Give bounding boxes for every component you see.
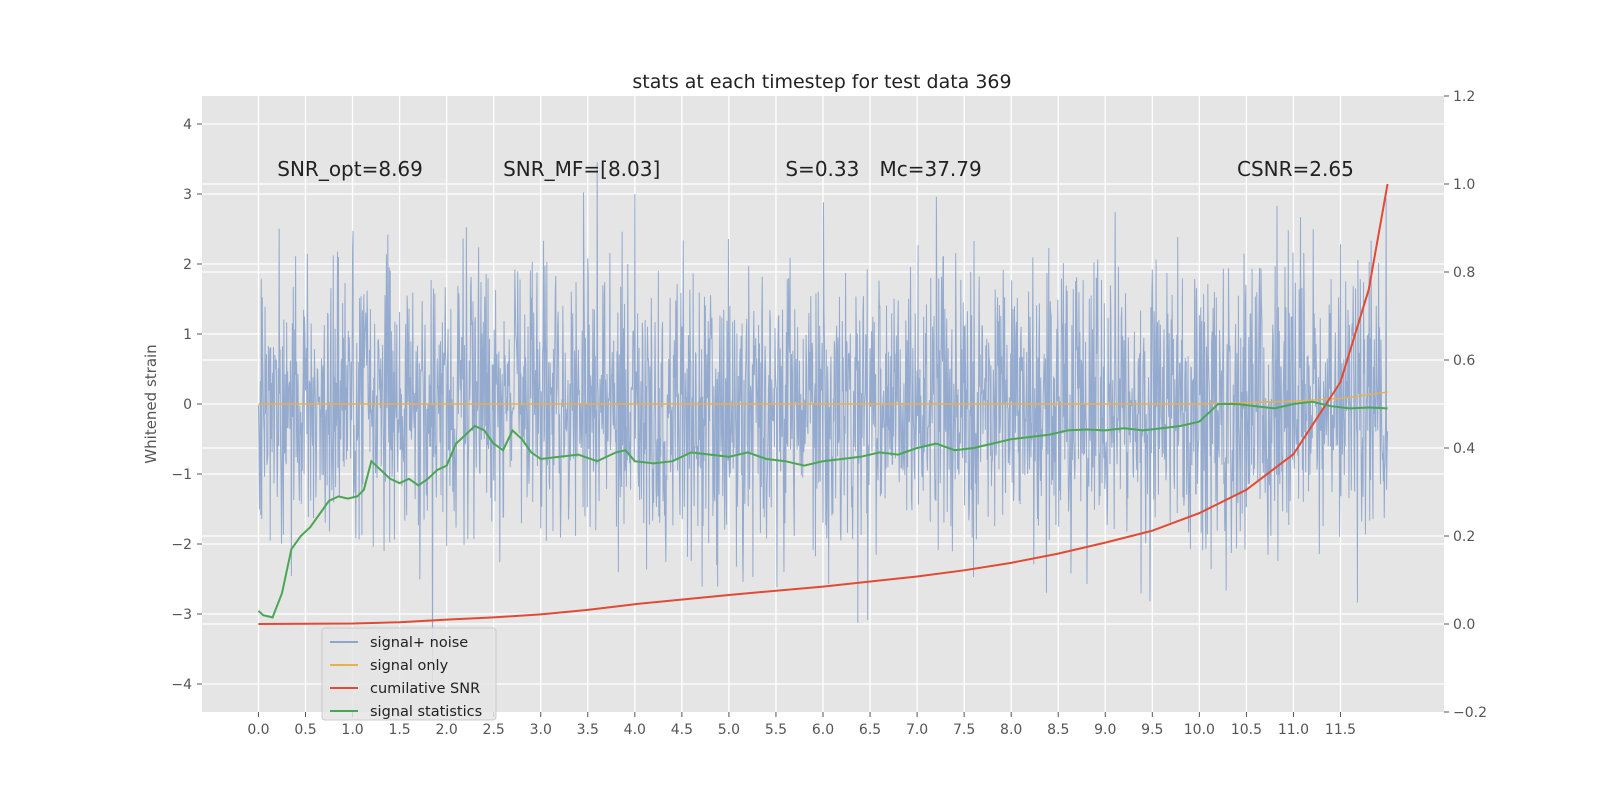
- y2-tick-label: −0.2: [1453, 705, 1487, 721]
- legend: signal+ noise signal only cumilative SNR si…: [321, 627, 497, 721]
- y-tick-label: 4: [183, 117, 192, 133]
- series-cumilative-snr: [258, 183, 1389, 625]
- x-tick-label: 8.5: [1047, 722, 1069, 738]
- y-tick-label: 0: [183, 397, 192, 413]
- annotation: SNR_opt=8.69: [277, 157, 423, 181]
- legend-label: cumilative SNR: [370, 681, 480, 697]
- x-tick-label: 2.5: [483, 722, 505, 738]
- y-tick-label: −1: [171, 467, 192, 483]
- x-tick-label: 6.5: [859, 722, 881, 738]
- y-axis-label: Whitened strain: [142, 344, 160, 463]
- x-tick-label: 5.5: [765, 722, 787, 738]
- y-tick-label: −2: [171, 537, 192, 553]
- annotation: S=0.33: [785, 157, 859, 181]
- annotations: SNR_opt=8.69 SNR_MF=[8.03] S=0.33 Mc=37.79 C…: [277, 157, 1354, 181]
- legend-label: signal+ noise: [370, 635, 468, 651]
- annotation: SNR_MF=[8.03]: [503, 157, 660, 181]
- x-tick-label: 6.0: [812, 722, 834, 738]
- x-tick-label: 9.5: [1141, 722, 1163, 738]
- y2-tick-label: 0.4: [1453, 441, 1475, 457]
- y-tick-label: −4: [171, 677, 192, 693]
- y2-tick-label: 0.6: [1453, 353, 1475, 369]
- x-tick-label: 8.0: [1000, 722, 1022, 738]
- legend-label: signal statistics: [370, 704, 482, 720]
- legend-label: signal only: [370, 658, 449, 674]
- y-tick-label: 1: [183, 327, 192, 343]
- x-tick-label: 1.5: [388, 722, 410, 738]
- x-tick-label: 3.5: [577, 722, 599, 738]
- x-tick-label: 10.5: [1231, 722, 1262, 738]
- x-tick-label: 9.0: [1094, 722, 1116, 738]
- x-tick-label: 3.0: [530, 722, 552, 738]
- x-tick-label: 4.5: [671, 722, 693, 738]
- series-signal-noise: [257, 162, 1389, 690]
- x-tick-label: 11.0: [1278, 722, 1309, 738]
- legend-box: [321, 627, 497, 721]
- chart-title: stats at each timestep for test data 369: [632, 71, 1011, 93]
- series-layer: [257, 162, 1389, 690]
- y-tick-label: −3: [171, 607, 192, 623]
- x-tick-label: 0.5: [294, 722, 316, 738]
- x-tick-label: 4.0: [624, 722, 646, 738]
- x-tick-label: 0.0: [247, 722, 269, 738]
- x-tick-label: 10.0: [1184, 722, 1215, 738]
- x-tick-label: 7.5: [953, 722, 975, 738]
- axes: 0.0 0.5 1.0 1.5 2.0 2.5 3.0 3.5 4.0 4.5 5.0 5.5 6.0 6…: [171, 89, 1487, 738]
- y-tick-label: 2: [183, 257, 192, 273]
- annotation: CSNR=2.65: [1237, 157, 1354, 181]
- x-tick-label: 2.0: [436, 722, 458, 738]
- x-tick-label: 5.0: [718, 722, 740, 738]
- series-signal-only: [258, 391, 1388, 405]
- y2-tick-label: 0.2: [1453, 529, 1475, 545]
- x-tick-label: 7.0: [906, 722, 928, 738]
- x-tick-label: 1.0: [341, 722, 363, 738]
- y-tick-label: 3: [183, 187, 192, 203]
- y2-tick-label: 0.8: [1453, 265, 1475, 281]
- y2-tick-label: 1.0: [1453, 177, 1475, 193]
- y2-tick-label: 1.2: [1453, 89, 1475, 105]
- y2-tick-label: 0.0: [1453, 617, 1475, 633]
- x-tick-label: 11.5: [1325, 722, 1356, 738]
- annotation: Mc=37.79: [879, 157, 981, 181]
